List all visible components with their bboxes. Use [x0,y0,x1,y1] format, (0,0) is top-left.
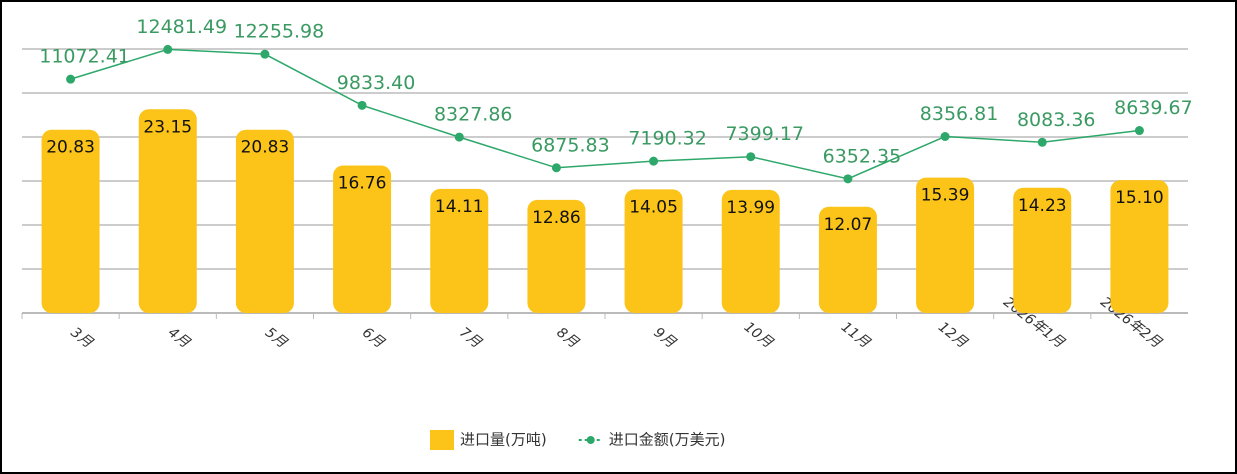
bar-label: 12.07 [824,215,873,235]
line-point [66,74,76,84]
bar-label: 14.11 [435,197,484,217]
bar-label: 14.23 [1018,196,1067,216]
line-label: 6352.35 [823,145,902,167]
line-label: 8327.86 [434,104,513,126]
line-label: 6875.83 [531,134,610,156]
bar-label: 20.83 [46,138,95,158]
line-label: 7190.32 [628,128,707,150]
line-point [1134,126,1144,136]
legend-label: 进口金额(万美元) [609,431,726,449]
line-label: 8083.36 [1017,109,1096,131]
line-point [551,163,561,173]
line-label: 11072.41 [39,46,130,68]
bar-label: 12.86 [532,208,581,228]
line [70,48,1140,180]
line-label: 12255.98 [234,21,325,43]
legend-label: 进口量(万吨) [460,431,547,449]
line-point [454,132,464,142]
bar-label: 20.83 [241,138,290,158]
bar [1110,180,1169,313]
line-point [940,132,950,142]
line-label: 8639.67 [1114,97,1193,119]
line-label: 9833.40 [337,72,416,94]
line-label: 7399.17 [725,123,804,145]
line-point [1037,137,1047,147]
line-point [163,44,173,54]
bar [818,206,877,313]
bar [624,189,683,313]
legend-swatch [586,436,595,444]
line-point [746,152,756,162]
line-label: 12481.49 [136,16,227,38]
bar [430,188,489,313]
bar-label: 15.10 [1115,188,1164,208]
bar-label: 23.15 [143,117,192,137]
bar [527,199,586,313]
line-point [260,49,270,59]
bar-label: 16.76 [338,174,387,194]
line-point [649,156,659,166]
line-point [843,174,853,184]
bar-label: 15.39 [921,186,970,206]
bar-label: 14.05 [629,197,678,217]
legend-swatch [430,430,454,450]
line-label: 8356.81 [920,103,999,125]
bar [1013,187,1072,313]
bar [235,129,294,313]
bar [333,165,392,313]
line-point [357,100,367,110]
bar [41,129,100,313]
bar-label: 13.99 [726,198,775,218]
bar [721,189,780,313]
bar [916,177,975,313]
bar [138,109,197,313]
